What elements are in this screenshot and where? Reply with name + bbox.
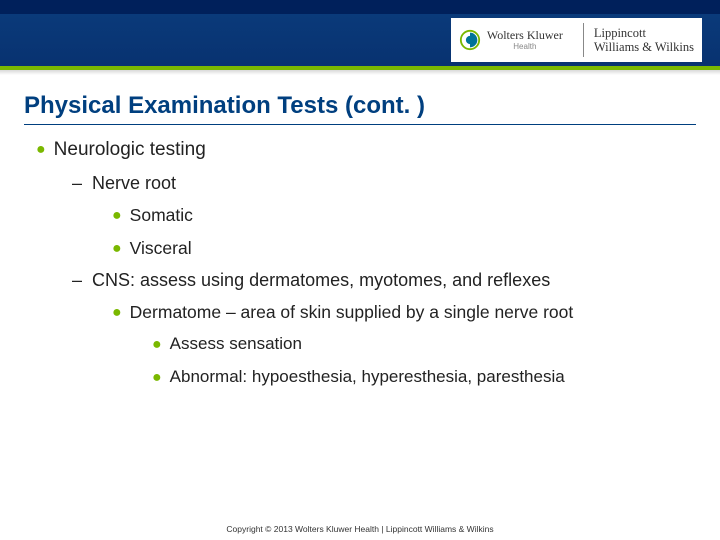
bullet-dot-icon: ● (152, 335, 162, 356)
bullet-text: Assess sensation (170, 333, 302, 355)
bullet-text: CNS: assess using dermatomes, myotomes, … (92, 270, 550, 291)
bullet-dot-icon: ● (112, 206, 122, 227)
wk-logo-icon (459, 29, 481, 51)
bullet-text: Nerve root (92, 173, 176, 194)
bullet-dash-icon: – (72, 173, 82, 194)
bullet-text: Dermatome – area of skin supplied by a s… (130, 301, 574, 324)
bullet-text: Abnormal: hypoesthesia, hyperesthesia, p… (170, 366, 565, 388)
lww-line2: Williams & Wilkins (594, 40, 694, 54)
bullet-level3: ● Dermatome – area of skin supplied by a… (112, 301, 696, 324)
brand-block: Wolters Kluwer Health Lippincott William… (451, 18, 702, 62)
header-main: Wolters Kluwer Health Lippincott William… (0, 14, 720, 66)
bullet-level3: ● Somatic (112, 204, 696, 227)
header-top-bar (0, 0, 720, 14)
copyright-footer: Copyright © 2013 Wolters Kluwer Health |… (0, 524, 720, 534)
lww-line1: Lippincott (594, 26, 694, 40)
header: Wolters Kluwer Health Lippincott William… (0, 0, 720, 78)
wolters-kluwer-logo: Wolters Kluwer Health (459, 29, 573, 51)
bullet-level4: ● Abnormal: hypoesthesia, hyperesthesia,… (152, 366, 696, 389)
bullet-text: Visceral (130, 237, 192, 260)
wk-brand-sub: Health (487, 43, 563, 51)
bullet-text: Neurologic testing (54, 139, 206, 161)
slide-content: Physical Examination Tests (cont. ) ● Ne… (0, 78, 720, 389)
bullet-dot-icon: ● (112, 303, 122, 324)
bullet-level1: ● Neurologic testing (36, 139, 696, 161)
bullet-dot-icon: ● (36, 141, 46, 159)
bullet-dot-icon: ● (112, 239, 122, 260)
slide-title: Physical Examination Tests (cont. ) (24, 92, 696, 125)
bullet-level2: – CNS: assess using dermatomes, myotomes… (72, 270, 696, 291)
bullet-level3: ● Visceral (112, 237, 696, 260)
brand-divider (583, 23, 584, 57)
bullet-text: Somatic (130, 204, 193, 227)
bullet-dot-icon: ● (152, 368, 162, 389)
bullet-level4: ● Assess sensation (152, 333, 696, 356)
wk-brand-name: Wolters Kluwer (487, 29, 563, 41)
header-shadow (0, 70, 720, 75)
lww-logo: Lippincott Williams & Wilkins (594, 26, 694, 55)
bullet-level2: – Nerve root (72, 173, 696, 194)
bullet-dash-icon: – (72, 270, 82, 291)
